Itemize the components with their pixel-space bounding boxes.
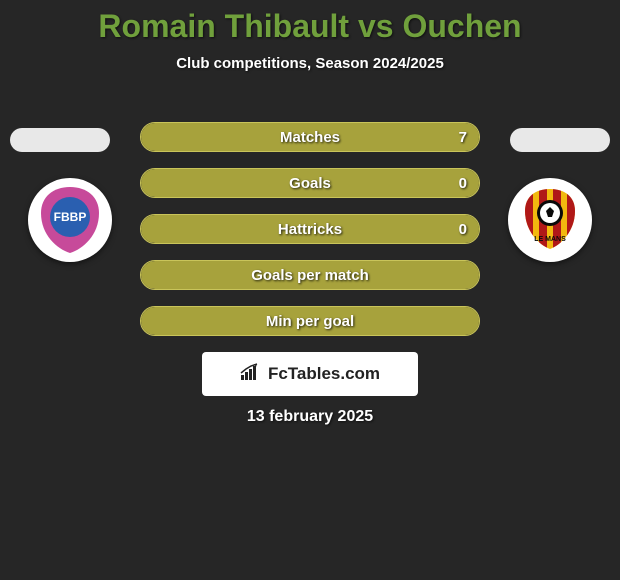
player-left-pill <box>10 128 110 152</box>
stat-value-right: 0 <box>459 221 467 238</box>
lemans-crest-icon: LE MANS <box>513 183 587 257</box>
stat-row: Matches7 <box>140 122 480 152</box>
stat-label: Goals <box>141 175 479 192</box>
stat-label: Matches <box>141 129 479 146</box>
stat-row: Min per goal <box>140 306 480 336</box>
club-badge-left: FBBP <box>28 178 112 262</box>
fbbp-crest-icon: FBBP <box>33 183 107 257</box>
subtitle: Club competitions, Season 2024/2025 <box>0 55 620 72</box>
watermark-text: FcTables.com <box>268 364 380 384</box>
lemans-crest-label: LE MANS <box>534 236 566 243</box>
stats-container: Matches7Goals0Hattricks0Goals per matchM… <box>140 122 480 352</box>
stat-row: Goals per match <box>140 260 480 290</box>
watermark: FcTables.com <box>202 352 418 396</box>
stat-label: Min per goal <box>141 313 479 330</box>
chart-bar-icon <box>240 363 262 386</box>
stat-row: Goals0 <box>140 168 480 198</box>
stat-row: Hattricks0 <box>140 214 480 244</box>
stat-value-right: 7 <box>459 129 467 146</box>
stat-label: Goals per match <box>141 267 479 284</box>
page-title: Romain Thibault vs Ouchen <box>0 0 620 45</box>
date-text: 13 february 2025 <box>0 408 620 426</box>
club-badge-right: LE MANS <box>508 178 592 262</box>
fbbp-crest-label: FBBP <box>54 210 87 224</box>
stat-value-right: 0 <box>459 175 467 192</box>
player-right-pill <box>510 128 610 152</box>
stat-label: Hattricks <box>141 221 479 238</box>
